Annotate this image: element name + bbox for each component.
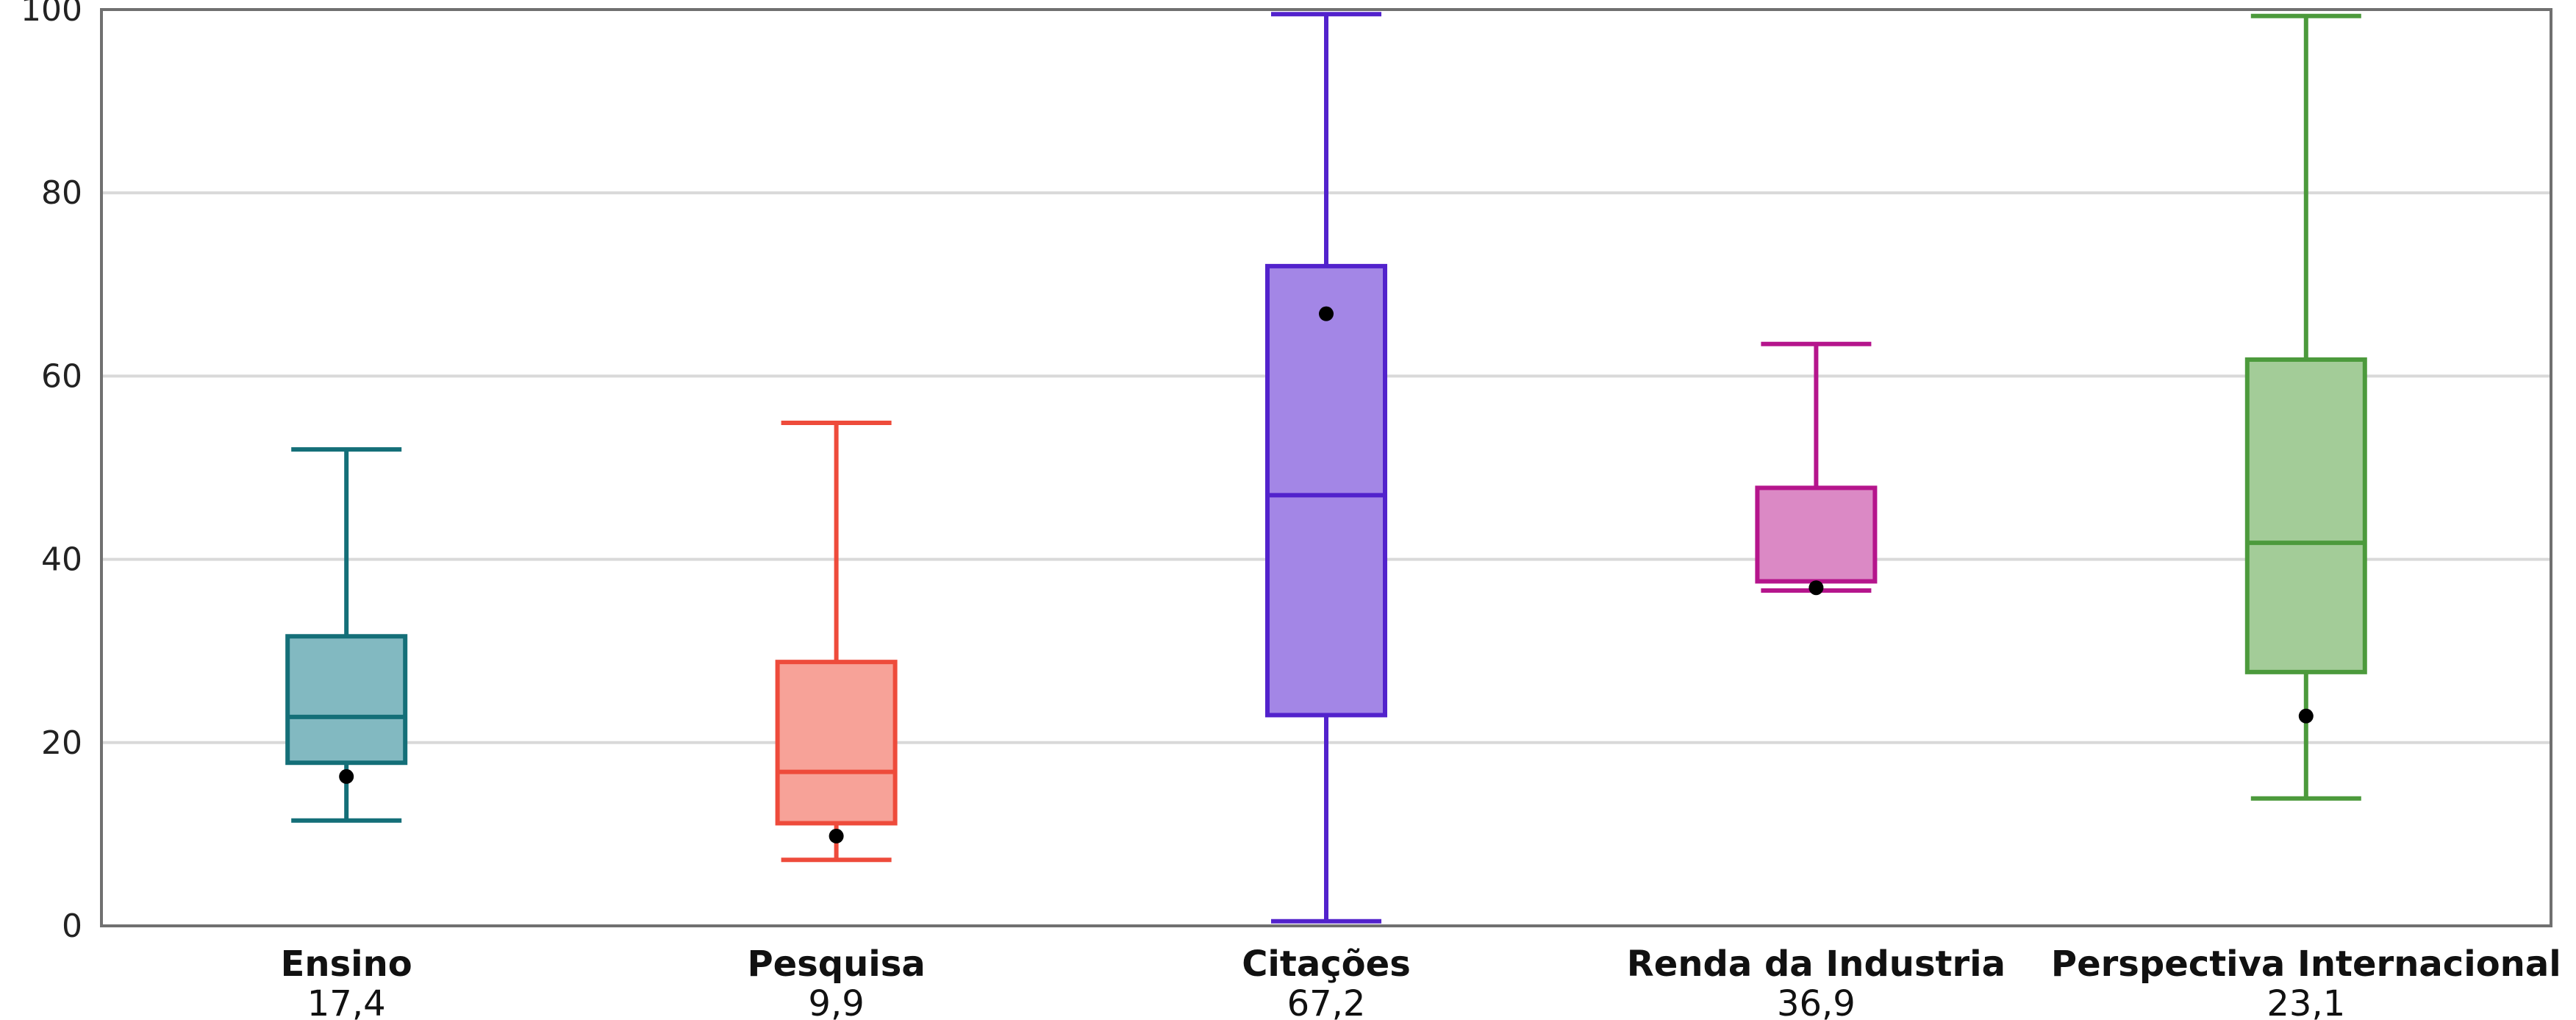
category-label: Perspectiva Internacional: [2051, 944, 2561, 985]
y-tick-label: 80: [41, 174, 82, 212]
iqr-box: [1755, 485, 1878, 584]
box-0: [285, 447, 408, 823]
value-point: [829, 828, 844, 844]
box-1: [775, 420, 898, 863]
y-tick-label: 60: [41, 357, 82, 395]
box-4: [2244, 13, 2367, 801]
plot-frame: [100, 8, 2552, 927]
value-point: [2298, 708, 2314, 724]
iqr-box: [1265, 263, 1387, 718]
category-label: Ensino: [281, 944, 412, 985]
category-value-label: 9,9: [808, 983, 864, 1020]
iqr-box: [285, 634, 408, 766]
value-point: [1808, 580, 1824, 596]
y-axis-ticks: 0 20 40 60 80 100: [21, 0, 82, 945]
iqr-box: [775, 660, 898, 826]
box-3: [1755, 341, 1878, 596]
category-value-label: 67,2: [1287, 983, 1366, 1020]
category-label: Renda da Industria: [1627, 944, 2006, 985]
y-tick-label: 40: [41, 541, 82, 579]
category-value-label: 36,9: [1777, 983, 1856, 1020]
boxes: [285, 12, 2367, 924]
category-value-label: 23,1: [2266, 983, 2345, 1020]
y-tick-label: 20: [41, 724, 82, 762]
y-tick-label: 0: [62, 907, 82, 945]
category-label: Pesquisa: [747, 944, 925, 985]
iqr-box: [2244, 357, 2367, 674]
box-2: [1265, 12, 1387, 924]
category-label: Citações: [1242, 944, 1411, 985]
value-point: [1319, 306, 1334, 321]
value-point: [339, 768, 354, 784]
category-value-label: 17,4: [307, 983, 386, 1020]
y-tick-label: 100: [21, 0, 82, 29]
